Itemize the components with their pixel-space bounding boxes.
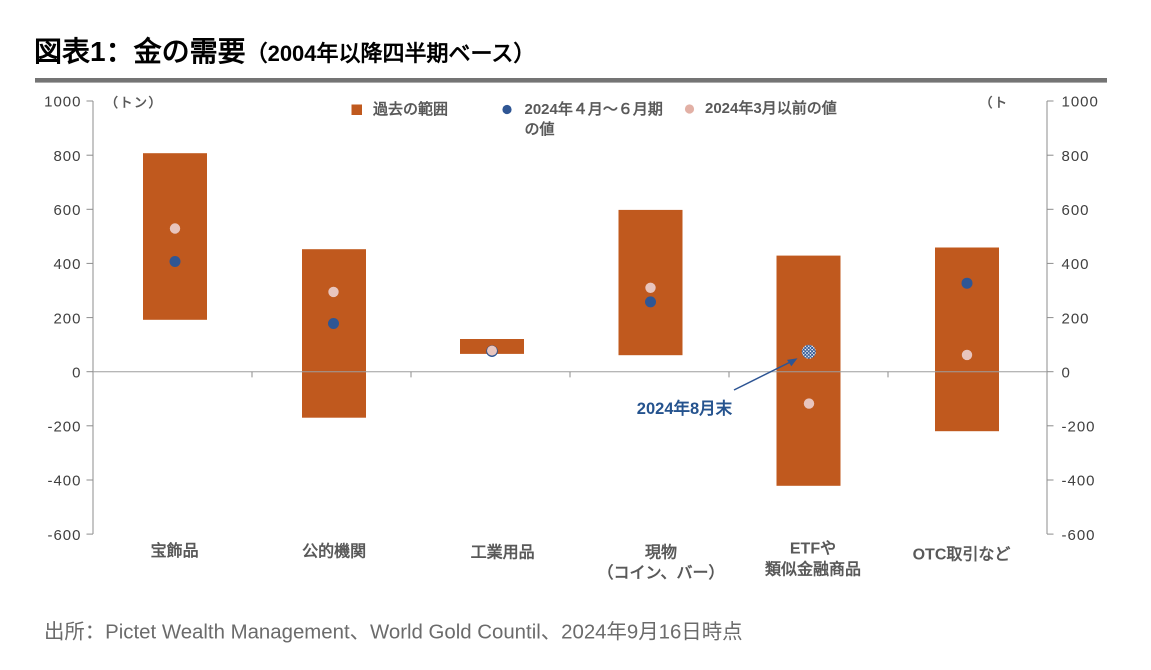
svg-text:1000: 1000 (44, 94, 81, 111)
svg-text:過去の範囲: 過去の範囲 (372, 100, 448, 118)
svg-text:0: 0 (72, 364, 81, 381)
svg-text:OTC取引など: OTC取引など (913, 546, 1011, 564)
svg-text:図表1：金の需要（2004年以降四半期ベース）: 図表1：金の需要（2004年以降四半期ベース） (34, 35, 535, 67)
svg-text:-200: -200 (1062, 419, 1096, 436)
svg-text:800: 800 (53, 148, 81, 165)
svg-text:（コイン、バー）: （コイン、バー） (597, 564, 724, 582)
svg-text:200: 200 (1062, 310, 1090, 327)
svg-text:現物: 現物 (645, 543, 677, 562)
svg-text:の値: の値 (525, 120, 555, 138)
svg-text:600: 600 (53, 202, 81, 219)
svg-text:（トン）: （トン） (105, 95, 163, 110)
svg-text:2024年3月以前の値: 2024年3月以前の値 (705, 99, 837, 117)
svg-text:2024年8月末: 2024年8月末 (637, 398, 733, 418)
svg-text:出所：Pictet Wealth Management、Wo: 出所：Pictet Wealth Management、World Gold C… (44, 621, 742, 644)
svg-text:400: 400 (1062, 256, 1090, 273)
svg-text:ETFや: ETFや (790, 540, 836, 558)
svg-text:1000: 1000 (1062, 94, 1099, 111)
svg-text:-600: -600 (1062, 527, 1096, 544)
svg-text:-600: -600 (47, 527, 81, 544)
svg-text:公的機関: 公的機関 (302, 542, 366, 561)
svg-text:-400: -400 (47, 473, 81, 490)
svg-text:-200: -200 (47, 419, 81, 436)
svg-text:0: 0 (1062, 364, 1071, 381)
svg-text:600: 600 (1062, 202, 1090, 219)
svg-text:-400: -400 (1062, 473, 1096, 490)
svg-text:400: 400 (53, 256, 81, 273)
svg-text:類似金融商品: 類似金融商品 (764, 560, 861, 579)
svg-text:2024年４月～６月期: 2024年４月～６月期 (525, 100, 663, 118)
svg-text:工業用品: 工業用品 (471, 543, 535, 562)
svg-text:宝飾品: 宝飾品 (151, 541, 199, 560)
svg-text:200: 200 (53, 310, 81, 327)
svg-text:（ト: （ト (980, 95, 1009, 110)
svg-text:800: 800 (1062, 148, 1090, 165)
